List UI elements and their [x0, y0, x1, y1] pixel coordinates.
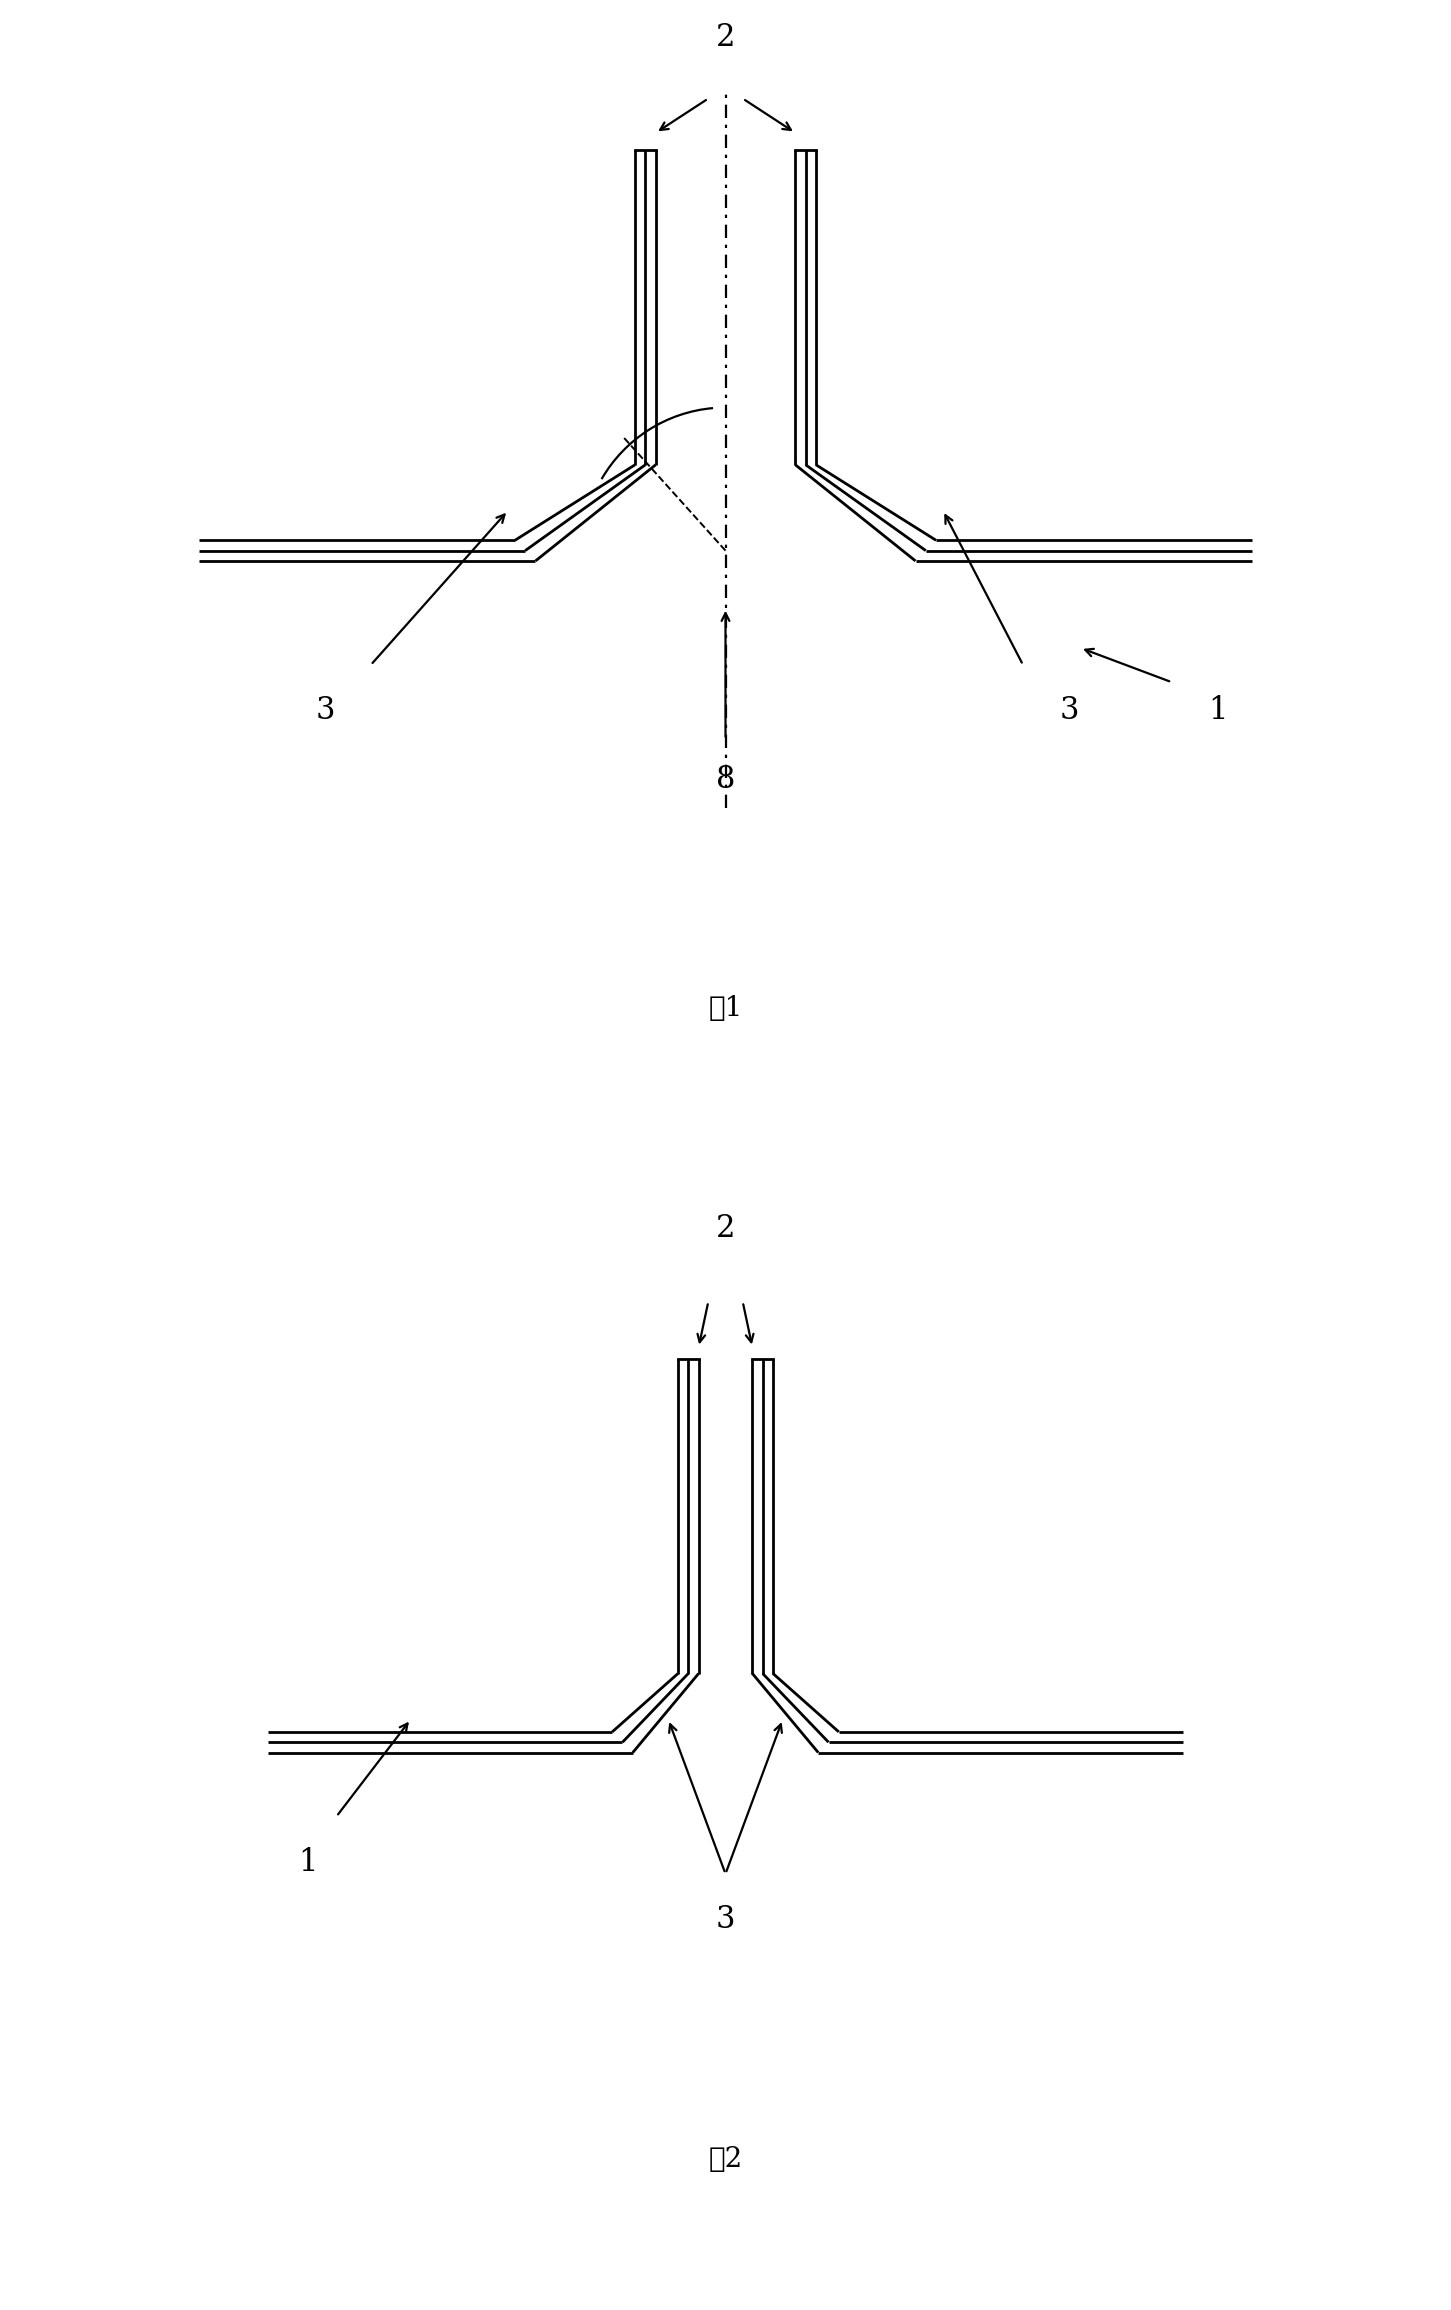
Text: 3: 3 — [715, 1903, 736, 1936]
Text: 2: 2 — [715, 1213, 736, 1245]
Text: 3: 3 — [315, 695, 335, 725]
Text: 2: 2 — [715, 21, 736, 53]
Text: 8: 8 — [715, 765, 736, 795]
Text: 图2: 图2 — [708, 2146, 743, 2174]
Text: 3: 3 — [1059, 695, 1078, 725]
Text: 图1: 图1 — [708, 996, 743, 1021]
Text: 1: 1 — [1207, 695, 1228, 725]
Text: 1: 1 — [297, 1848, 318, 1878]
